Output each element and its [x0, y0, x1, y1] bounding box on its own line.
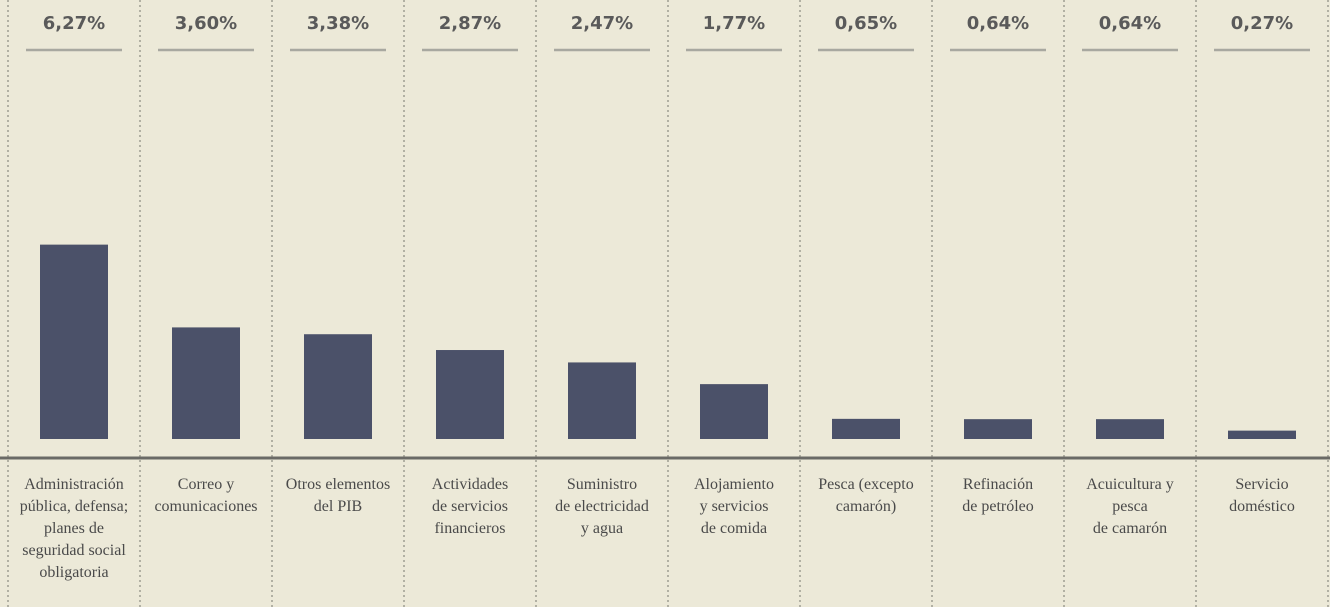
value-label: 3,60% [175, 13, 237, 34]
bar [172, 327, 240, 439]
bar [1096, 419, 1164, 439]
bar [700, 384, 768, 439]
bar [304, 334, 372, 439]
value-label: 0,27% [1231, 13, 1293, 34]
bar [436, 350, 504, 439]
category-label: Correo y comunicaciones [154, 476, 258, 515]
category-label: Otros elementos del PIB [285, 476, 391, 515]
value-label: 3,38% [307, 13, 369, 34]
bar [964, 419, 1032, 439]
value-label: 0,64% [1099, 13, 1161, 34]
category-label: Administración pública, defensa; planes … [19, 476, 129, 581]
value-label: 2,47% [571, 13, 633, 34]
bar [568, 362, 636, 439]
bar [832, 418, 900, 439]
bar [40, 244, 108, 439]
value-label: 0,65% [835, 13, 897, 34]
bar [1228, 430, 1296, 439]
category-label: Servicio doméstico [1229, 476, 1295, 515]
value-label: 2,87% [439, 13, 501, 34]
category-label: Actividades de servicios financieros [431, 476, 509, 537]
category-label: Refinación de petróleo [962, 476, 1034, 515]
category-label: Acuicultura y pesca de camarón [1086, 476, 1174, 537]
category-label: Suministro de electricidad y agua [555, 476, 649, 537]
value-label: 1,77% [703, 13, 765, 34]
value-label: 6,27% [43, 13, 105, 34]
value-label: 0,64% [967, 13, 1029, 34]
category-label: Alojamiento y servicios de comida [694, 476, 774, 537]
category-label: Pesca (excepto camarón) [818, 476, 914, 515]
